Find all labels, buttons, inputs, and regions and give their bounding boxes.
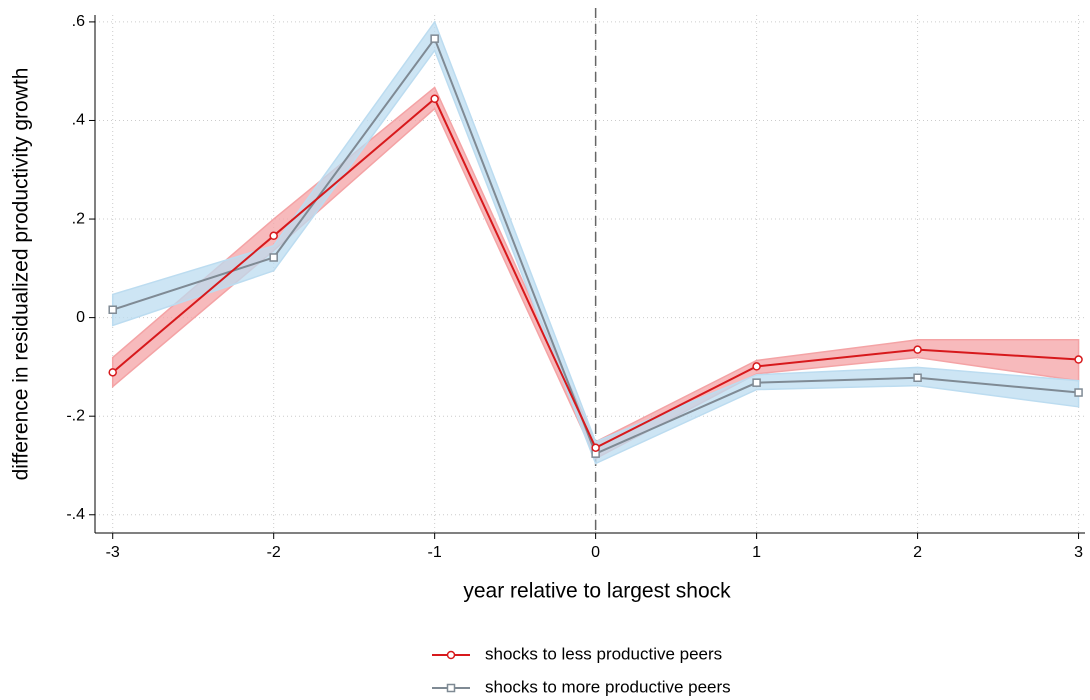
x-tick-label: -2 <box>267 544 281 561</box>
point <box>752 378 761 387</box>
x-tick-label: -1 <box>428 544 442 561</box>
legend-label: shocks to more productive peers <box>485 677 731 696</box>
x-tick-label: 0 <box>591 544 600 561</box>
point <box>269 231 278 241</box>
y-tick-label: .2 <box>72 210 85 227</box>
point <box>752 362 761 371</box>
y-tick-label: .6 <box>72 13 85 30</box>
x-tick-label: 2 <box>913 544 922 561</box>
point <box>591 443 600 452</box>
legend-marker <box>446 683 456 693</box>
x-tick-label: -3 <box>106 544 120 561</box>
y-tick-label: -.4 <box>66 506 85 523</box>
x-tick-label: 3 <box>1074 544 1083 561</box>
point <box>430 34 439 43</box>
y-tick-label: 0 <box>76 309 85 326</box>
point <box>913 373 922 382</box>
point <box>1074 355 1083 364</box>
y-tick-label: -.2 <box>66 407 85 424</box>
point <box>108 368 117 377</box>
y-tick-label: .4 <box>72 112 85 129</box>
point <box>269 253 278 262</box>
x-axis-title: year relative to largest shock <box>463 580 731 603</box>
legend-marker <box>446 650 456 660</box>
x-tick-label: 1 <box>752 544 761 561</box>
legend-label: shocks to less productive peers <box>485 644 722 663</box>
point <box>913 345 922 354</box>
point <box>1074 388 1083 397</box>
y-axis-title: difference in residualized productivity … <box>10 68 33 481</box>
point <box>430 94 439 104</box>
point <box>108 305 117 314</box>
confidence-band <box>111 20 1080 465</box>
